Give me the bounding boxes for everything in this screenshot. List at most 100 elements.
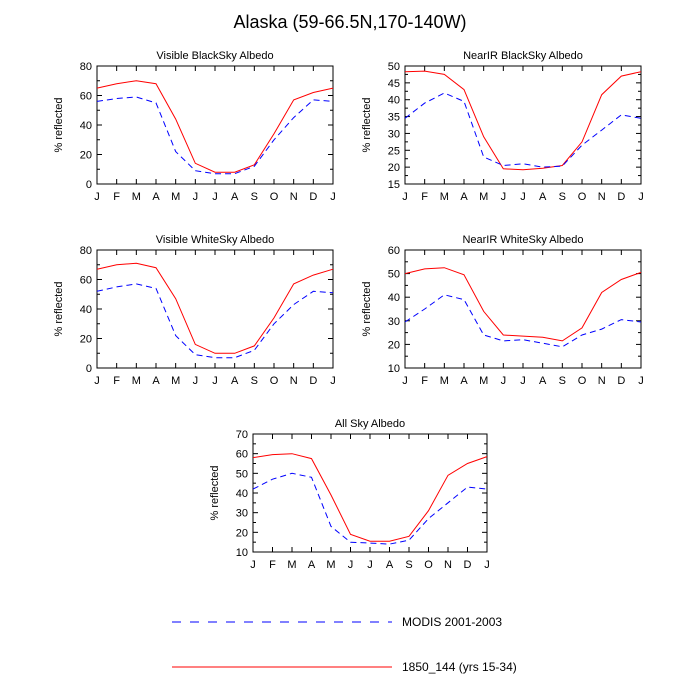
y-tick-label: 20 — [236, 527, 248, 539]
x-tick-label: J — [330, 375, 336, 387]
y-tick-label: 25 — [388, 145, 400, 157]
legend-label: 1850_144 (yrs 15-34) — [402, 660, 517, 674]
x-tick-label: M — [479, 375, 488, 387]
y-tick-label: 30 — [388, 316, 400, 328]
x-tick-label: F — [113, 191, 120, 203]
plot-frame — [252, 433, 488, 553]
series-line-modis — [96, 96, 334, 175]
x-tick-label: J — [638, 191, 644, 203]
x-tick-label: J — [520, 375, 526, 387]
x-tick-label: J — [402, 191, 408, 203]
y-tick-label: 50 — [388, 269, 400, 281]
y-tick-label: 80 — [80, 245, 92, 257]
x-tick-label: F — [421, 191, 428, 203]
x-tick-label: D — [464, 559, 472, 571]
y-tick-label: 35 — [388, 112, 400, 124]
y-axis-label: % reflected — [53, 97, 65, 152]
y-axis-label: % reflected — [361, 97, 373, 152]
x-tick-label: A — [152, 375, 160, 387]
y-tick-label: 20 — [388, 339, 400, 351]
y-tick-label: 15 — [388, 179, 400, 191]
x-tick-label: F — [421, 375, 428, 387]
figure-title: Alaska (59-66.5N,170-140W) — [233, 12, 467, 32]
series-line-modis — [252, 472, 488, 545]
x-tick-label: M — [440, 191, 449, 203]
x-tick-label: A — [386, 559, 394, 571]
x-tick-label: S — [405, 559, 412, 571]
x-tick-label: O — [578, 191, 587, 203]
x-tick-label: A — [460, 191, 468, 203]
x-tick-label: J — [250, 559, 256, 571]
x-tick-label: M — [171, 375, 180, 387]
x-tick-label: J — [501, 375, 507, 387]
y-axis-label: % reflected — [209, 465, 221, 520]
y-tick-label: 40 — [80, 120, 92, 132]
legend-label: MODIS 2001-2003 — [402, 615, 502, 629]
y-tick-label: 40 — [388, 292, 400, 304]
x-tick-label: D — [617, 191, 625, 203]
x-tick-label: S — [251, 191, 258, 203]
panel-title: NearIR BlackSky Albedo — [463, 50, 583, 62]
x-tick-label: F — [269, 559, 276, 571]
x-tick-label: J — [212, 375, 218, 387]
y-axis-label: % reflected — [361, 281, 373, 336]
x-tick-label: J — [193, 191, 199, 203]
y-tick-label: 60 — [236, 449, 248, 461]
x-tick-label: A — [539, 375, 547, 387]
y-axis-label: % reflected — [53, 281, 65, 336]
series-line-modis — [96, 283, 334, 359]
x-tick-label: J — [484, 559, 490, 571]
x-tick-label: N — [290, 191, 298, 203]
x-tick-label: D — [309, 191, 317, 203]
series-line-model — [96, 80, 334, 173]
x-tick-label: M — [132, 191, 141, 203]
x-tick-label: A — [152, 191, 160, 203]
x-tick-label: A — [231, 375, 239, 387]
plot-frame — [96, 65, 334, 185]
panel-title: NearIR WhiteSky Albedo — [462, 234, 583, 246]
plot-frame — [404, 65, 642, 185]
x-tick-label: M — [132, 375, 141, 387]
y-tick-label: 40 — [80, 304, 92, 316]
x-tick-label: M — [479, 191, 488, 203]
x-tick-label: J — [367, 559, 373, 571]
x-tick-label: J — [520, 191, 526, 203]
legend: MODIS 2001-2003 1850_144 (yrs 15-34) — [172, 615, 517, 674]
series-line-modis — [404, 294, 642, 348]
y-tick-label: 0 — [86, 363, 92, 375]
x-tick-label: J — [638, 375, 644, 387]
x-tick-label: D — [617, 375, 625, 387]
y-tick-label: 20 — [388, 162, 400, 174]
series-line-model — [252, 453, 488, 542]
y-tick-label: 30 — [388, 128, 400, 140]
series-line-modis — [404, 92, 642, 168]
y-tick-label: 30 — [236, 508, 248, 520]
x-tick-label: J — [330, 191, 336, 203]
y-tick-label: 20 — [80, 334, 92, 346]
y-tick-label: 50 — [388, 61, 400, 73]
y-tick-label: 45 — [388, 78, 400, 90]
series-line-model — [404, 70, 642, 171]
y-tick-label: 20 — [80, 150, 92, 162]
x-tick-label: J — [348, 559, 354, 571]
x-tick-label: A — [308, 559, 316, 571]
x-tick-label: A — [539, 191, 547, 203]
y-tick-label: 60 — [388, 245, 400, 257]
x-tick-label: M — [287, 559, 296, 571]
x-tick-label: A — [231, 191, 239, 203]
x-tick-label: J — [402, 375, 408, 387]
x-tick-label: N — [598, 375, 606, 387]
x-tick-label: J — [193, 375, 199, 387]
x-tick-label: N — [598, 191, 606, 203]
x-tick-label: O — [270, 191, 279, 203]
x-tick-label: D — [309, 375, 317, 387]
x-tick-label: M — [440, 375, 449, 387]
x-tick-label: S — [251, 375, 258, 387]
x-tick-label: S — [559, 375, 566, 387]
